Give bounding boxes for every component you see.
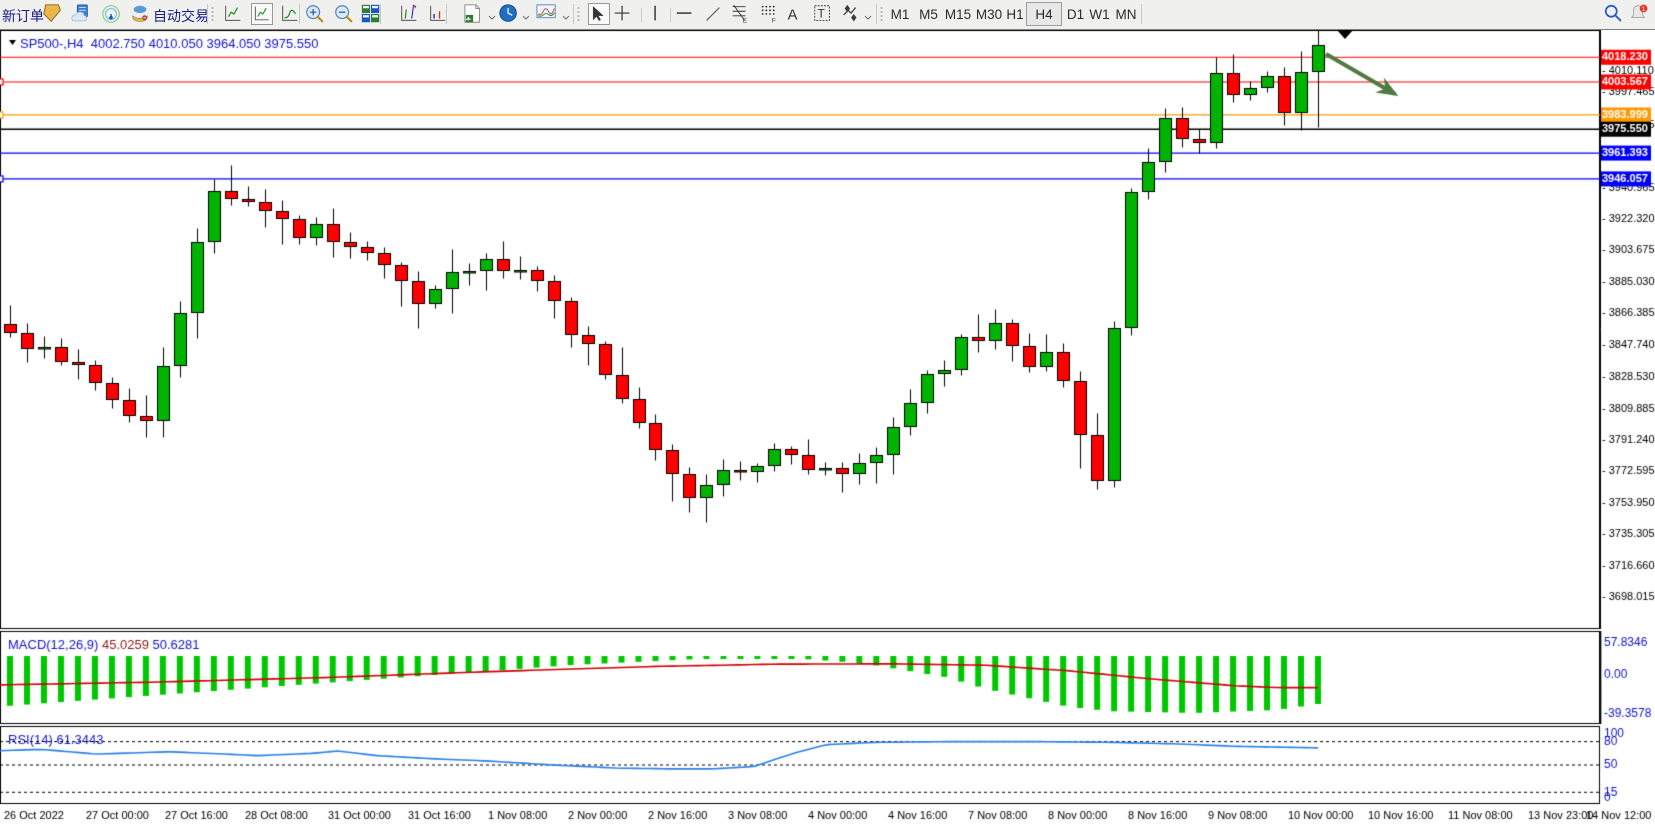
svg-text:T: T xyxy=(818,7,825,21)
svg-text:E: E xyxy=(743,17,747,24)
svg-text:F: F xyxy=(772,17,776,24)
svg-text:A: A xyxy=(788,8,798,24)
